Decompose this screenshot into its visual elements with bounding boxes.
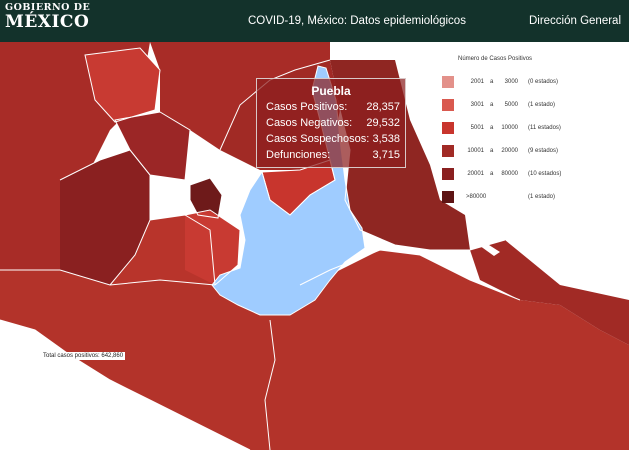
legend-high-4: 20000 bbox=[501, 148, 518, 154]
legend-low-3: 5001 bbox=[470, 125, 484, 131]
tooltip-value: 28,357 bbox=[366, 101, 400, 113]
legend-low-2: 3001 bbox=[470, 102, 484, 108]
section-link[interactable]: Dirección General bbox=[528, 15, 621, 27]
legend-count-2: (1 estado) bbox=[528, 102, 556, 108]
state-guerrero-oaxaca-region[interactable] bbox=[0, 250, 629, 450]
pacific-coastline bbox=[0, 319, 251, 450]
legend-row-3: 5001 a 10000 (11 estados) bbox=[430, 122, 620, 134]
tooltip-row-sospechosos: Casos Sospechosos: 3,538 bbox=[266, 133, 400, 147]
legend-row-1: 2001 a 3000 (0 estados) bbox=[430, 76, 620, 88]
tooltip-title: Puebla bbox=[311, 84, 351, 98]
state-light-north[interactable] bbox=[85, 48, 160, 122]
page-title: COVID-19, México: Datos epidemiológicos bbox=[248, 15, 466, 27]
legend-high-5: 80000 bbox=[501, 171, 518, 177]
tooltip-label: Casos Sospechosos: bbox=[266, 133, 370, 145]
state-slp[interactable] bbox=[150, 42, 330, 150]
legend-count-6: (1 estado) bbox=[528, 194, 556, 200]
legend-row-4: 10001 a 20000 (9 estados) bbox=[430, 145, 620, 157]
tooltip-value: 3,538 bbox=[372, 133, 400, 145]
tooltip-row-positivos: Casos Positivos: 28,357 bbox=[266, 101, 400, 115]
tooltip-value: 29,532 bbox=[366, 117, 400, 129]
legend-high-1: 3000 bbox=[504, 79, 518, 85]
state-jalisco[interactable] bbox=[60, 150, 150, 285]
legend-count-5: (10 estados) bbox=[528, 171, 562, 177]
legend-sep-4: a bbox=[490, 148, 494, 154]
legend-swatch-2 bbox=[442, 99, 454, 111]
logo-line-2: MÉXICO bbox=[5, 11, 90, 32]
tooltip-label: Casos Negativos: bbox=[266, 117, 353, 129]
tooltip-label: Defunciones: bbox=[266, 149, 331, 161]
legend-count-4: (9 estados) bbox=[528, 148, 559, 154]
legend-low-6: >80000 bbox=[466, 194, 487, 200]
legend-count-3: (11 estados) bbox=[528, 125, 561, 131]
tooltip-label: Casos Positivos: bbox=[266, 101, 348, 113]
legend-swatch-1 bbox=[442, 76, 454, 88]
legend-row-6: >80000 (1 estado) bbox=[430, 191, 620, 203]
legend-title: Número de Casos Positivos bbox=[458, 56, 533, 62]
state-tabasco-chiapas[interactable] bbox=[470, 240, 629, 345]
legend-count-1: (0 estados) bbox=[528, 79, 559, 85]
choropleth-map bbox=[0, 42, 629, 450]
state-guanajuato[interactable] bbox=[115, 112, 190, 180]
state-tooltip: Puebla Casos Positivos: 28,357 Casos Neg… bbox=[256, 78, 406, 168]
legend-swatch-3 bbox=[442, 122, 454, 134]
legend-high-3: 10000 bbox=[501, 125, 518, 131]
legend-swatch-5 bbox=[442, 168, 454, 180]
legend-high-2: 5000 bbox=[504, 102, 518, 108]
legend-sep-2: a bbox=[490, 102, 494, 108]
state-queretaro[interactable] bbox=[190, 178, 222, 218]
top-bar: GOBIERNO DE MÉXICO COVID-19, México: Dat… bbox=[0, 0, 629, 42]
legend-swatch-4 bbox=[442, 145, 454, 157]
logo-line-1: GOBIERNO DE bbox=[5, 2, 91, 13]
total-cases-label: Total casos positivos: 642,860 bbox=[41, 352, 126, 360]
legend-row-5: 20001 a 80000 (10 estados) bbox=[430, 168, 620, 180]
legend-low-5: 20001 bbox=[467, 171, 484, 177]
legend-sep-1: a bbox=[490, 79, 494, 85]
state-mexico[interactable] bbox=[185, 210, 240, 285]
legend-low-4: 10001 bbox=[467, 148, 484, 154]
tooltip-value: 3,715 bbox=[372, 149, 400, 161]
lagoon-mark bbox=[476, 238, 500, 256]
legend-low-1: 2001 bbox=[470, 79, 484, 85]
legend-sep-5: a bbox=[490, 171, 494, 177]
tooltip-row-defunciones: Defunciones: 3,715 bbox=[266, 149, 400, 163]
legend-swatch-6 bbox=[442, 191, 454, 203]
gobierno-de-mexico-logo[interactable]: GOBIERNO DE MÉXICO bbox=[5, 3, 90, 31]
puebla-border bbox=[211, 65, 366, 316]
legend-sep-3: a bbox=[490, 125, 494, 131]
state-tlaxcala[interactable] bbox=[262, 160, 335, 215]
tooltip-row-negativos: Casos Negativos: 29,532 bbox=[266, 117, 400, 131]
legend-row-2: 3001 a 5000 (1 estado) bbox=[430, 99, 620, 111]
